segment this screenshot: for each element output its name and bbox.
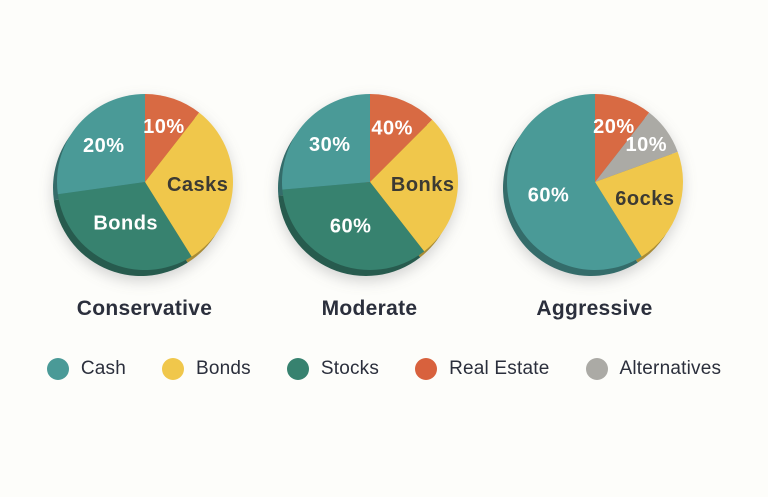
pie-title-moderate: Moderate bbox=[321, 297, 418, 320]
bonds-swatch-icon bbox=[161, 358, 184, 380]
pie-slice-label-conservative-stocks: Bonds bbox=[93, 213, 158, 235]
legend-label-cash: Cash bbox=[80, 358, 126, 379]
legend-item-real-estate: Real Estate bbox=[415, 358, 549, 380]
pie-figure-moderate: 40% Bonks 60% 30% Moderate bbox=[257, 85, 482, 321]
legend-label-bonds: Bonds bbox=[195, 358, 251, 379]
cash-swatch-icon bbox=[46, 358, 69, 380]
pie-slice-label-conservative-bonds: Casks bbox=[166, 174, 227, 196]
pie-title-aggressive: Aggressive bbox=[536, 297, 653, 320]
pie-slice-label-moderate-real-estate: 40% bbox=[371, 117, 413, 139]
pie-slice-label-moderate-cash: 30% bbox=[309, 134, 351, 156]
real-estate-swatch-icon bbox=[415, 358, 438, 380]
legend-label-stocks: Stocks bbox=[320, 358, 380, 379]
pie-figure-aggressive: 20% 10% 6ocks 60% Aggressive bbox=[482, 85, 707, 321]
pie-slice-conservative-stocks bbox=[57, 182, 192, 270]
pie-slice-moderate-bonds bbox=[369, 119, 458, 252]
pie-slice-label-moderate-bonds: Bonks bbox=[390, 174, 454, 196]
pie-figure-conservative: 10% Casks Bonds 20% Conservative bbox=[32, 85, 257, 321]
pie-slice-aggressive-cash bbox=[506, 94, 642, 270]
pie-chart-moderate: 40% Bonks 60% 30% bbox=[277, 94, 458, 277]
pie-slice-conservative-cash bbox=[56, 94, 145, 195]
legend-label-real-estate: Real Estate bbox=[449, 358, 550, 379]
pie-chart-aggressive: 20%10% 6ocks 60% bbox=[502, 94, 683, 276]
pie-slice-label-aggressive-real-estate: 20% bbox=[593, 116, 635, 138]
legend-item-bonds: Bonds bbox=[161, 358, 251, 380]
pie-slice-label-conservative-cash: 20% bbox=[83, 135, 125, 157]
pie-title-conservative: Conservative bbox=[76, 297, 213, 320]
pie-slice-conservative-real-estate bbox=[144, 94, 199, 182]
pie-slice-aggressive-real-estate bbox=[594, 94, 649, 182]
legend-item-stocks: Stocks bbox=[286, 358, 380, 380]
alternatives-swatch-icon bbox=[585, 358, 608, 380]
pie-slice-moderate-cash bbox=[281, 94, 370, 190]
legend-item-alternatives: Alternatives bbox=[585, 358, 722, 380]
pie-slice-conservative-bonds bbox=[144, 112, 233, 257]
pie-slice-label-conservative-real-estate: 10% bbox=[143, 116, 185, 138]
pie-chart-conservative: 10% Casks Bonds 20% bbox=[52, 94, 233, 276]
pie-slice-moderate-real-estate bbox=[369, 94, 432, 182]
pie-slice-label-aggressive-cash: 60% bbox=[527, 184, 569, 206]
pie-slice-aggressive-bonds bbox=[594, 151, 683, 257]
charts-row: 10% Casks Bonds 20% Conservative 40% Bonks 60… bbox=[32, 85, 707, 321]
legend: Cash Bonds Stocks Real Estate Alternatives bbox=[0, 358, 768, 380]
legend-item-cash: Cash bbox=[46, 358, 126, 380]
pie-slice-aggressive-alternatives bbox=[594, 112, 678, 182]
legend-label-alternatives: Alternatives bbox=[619, 358, 722, 379]
pie-slice-moderate-stocks bbox=[281, 182, 424, 271]
stocks-swatch-icon bbox=[286, 358, 309, 380]
pie-slice-label-aggressive-bonds: 6ocks bbox=[615, 188, 674, 210]
pie-slice-label-aggressive-alternatives: 10% bbox=[625, 134, 667, 156]
pie-slice-label-moderate-stocks: 60% bbox=[329, 215, 371, 237]
